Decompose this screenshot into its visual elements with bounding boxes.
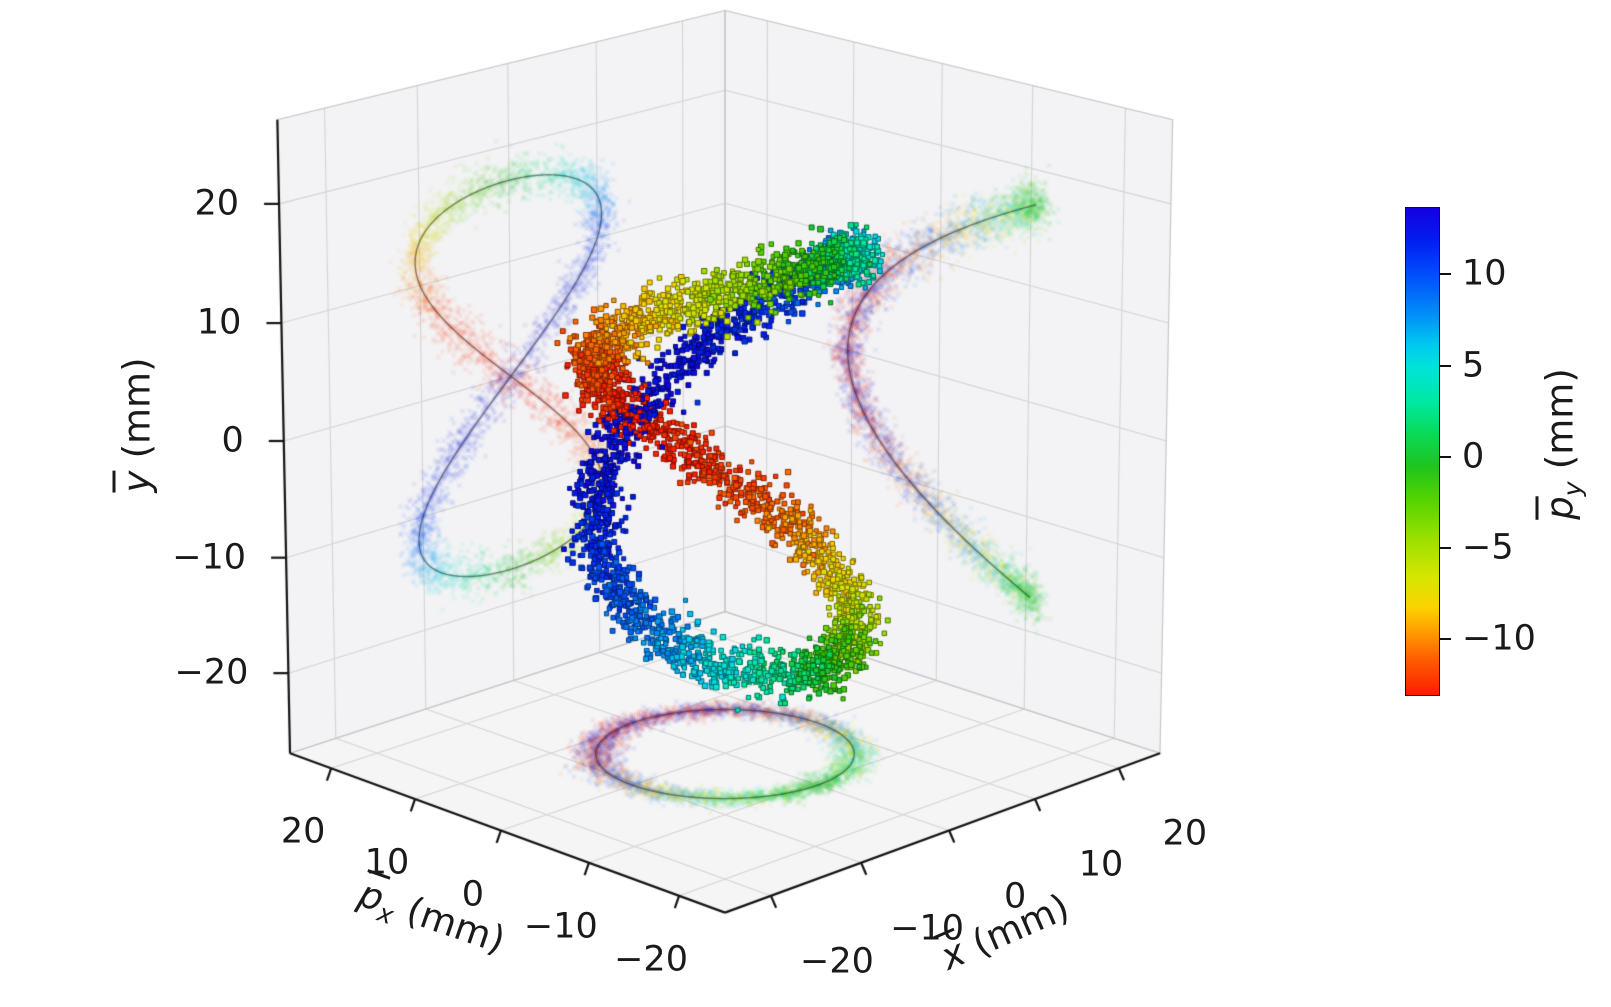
- colorbar-tick-label: −5: [1462, 527, 1514, 568]
- py-subscript: y: [1557, 481, 1587, 497]
- colorbar-tick-label: 10: [1462, 253, 1507, 294]
- xtick-label: −10: [890, 908, 965, 949]
- colorbar-tickmark: [1440, 638, 1451, 641]
- colorbar-tick-label: 5: [1462, 345, 1485, 386]
- px-tick-label: 10: [364, 842, 410, 883]
- colorbar: [1405, 207, 1440, 696]
- axis-label-y: y (mm): [115, 357, 159, 493]
- px-tick-label: 0: [461, 874, 485, 915]
- px-tick-label: −10: [523, 906, 598, 947]
- py-unit: (mm): [1538, 368, 1582, 470]
- ytick-label: 10: [196, 302, 242, 343]
- xtick-label: 20: [1162, 813, 1208, 854]
- xtick-label: −20: [800, 941, 874, 982]
- colorbar-gradient: [1406, 208, 1439, 695]
- colorbar-tickmark: [1440, 547, 1451, 550]
- colorbar-label: py (mm): [1538, 368, 1587, 520]
- py-bar-symbol: p: [1538, 496, 1582, 520]
- xtick-label: 10: [1078, 844, 1124, 885]
- colorbar-tickmark: [1440, 455, 1451, 458]
- ytick-label: 0: [221, 420, 244, 461]
- colorbar-tickmark: [1440, 273, 1451, 276]
- px-tick-label: 20: [280, 811, 326, 852]
- px-tick-label: −20: [614, 939, 688, 980]
- ytick-label: −10: [172, 537, 247, 578]
- y-bar-symbol: y: [115, 470, 159, 493]
- colorbar-tick-label: 0: [1462, 436, 1485, 477]
- xtick-label: 0: [1003, 876, 1027, 917]
- y-unit: (mm): [115, 357, 159, 459]
- colorbar-tickmark: [1440, 364, 1451, 367]
- ytick-label: −20: [174, 652, 249, 693]
- ytick-label: 20: [194, 183, 240, 224]
- colorbar-tick-label: −10: [1462, 618, 1536, 659]
